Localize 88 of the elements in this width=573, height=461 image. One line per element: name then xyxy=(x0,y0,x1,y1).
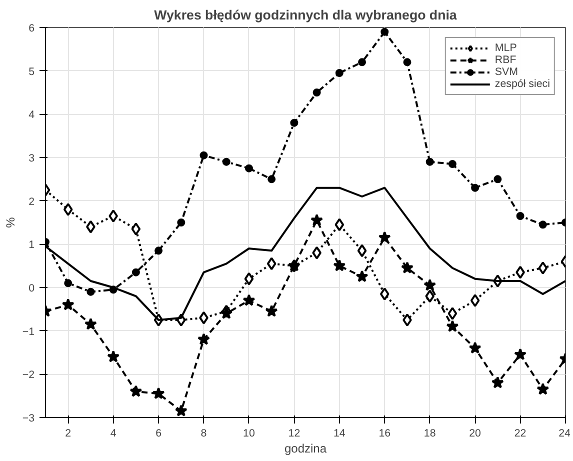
point xyxy=(516,212,524,220)
point xyxy=(63,203,73,216)
point xyxy=(358,58,366,66)
point xyxy=(244,164,253,172)
point xyxy=(220,307,233,319)
legend-label: SVM xyxy=(494,66,518,78)
point xyxy=(244,272,254,286)
point xyxy=(312,246,322,260)
point xyxy=(538,262,548,274)
point xyxy=(290,118,298,127)
point xyxy=(468,342,482,354)
point xyxy=(84,318,97,330)
point xyxy=(64,279,72,288)
point xyxy=(380,288,390,300)
point xyxy=(426,158,434,166)
point xyxy=(200,151,208,160)
x-tick-label: 2 xyxy=(65,428,72,440)
point xyxy=(152,387,165,400)
point xyxy=(470,294,480,307)
point xyxy=(516,266,525,279)
y-tick-label: 1 xyxy=(28,239,35,252)
legend-label: zespół sieci xyxy=(494,78,550,90)
y-tick-label: −1 xyxy=(22,326,35,338)
point xyxy=(334,218,344,232)
y-tick-label: 6 xyxy=(28,22,35,34)
point xyxy=(62,298,74,310)
point xyxy=(538,220,547,229)
point xyxy=(154,246,163,255)
x-tick-label: 20 xyxy=(469,428,482,440)
x-tick-label: 8 xyxy=(200,428,207,440)
point xyxy=(378,231,391,244)
chart-title: Wykres błędów godzinnych dla wybranego dnia xyxy=(154,8,458,22)
point xyxy=(310,214,324,226)
x-tick-label: 10 xyxy=(243,428,255,440)
point xyxy=(425,290,435,303)
point xyxy=(471,184,480,192)
x-tick-label: 14 xyxy=(333,428,346,440)
point xyxy=(401,262,414,274)
x-tick-label: 4 xyxy=(110,428,116,440)
point xyxy=(268,175,276,184)
point xyxy=(357,244,367,258)
point xyxy=(380,28,389,36)
point xyxy=(335,69,344,77)
y-axis-title: % xyxy=(3,216,18,228)
point xyxy=(403,58,412,66)
point xyxy=(536,382,550,395)
point xyxy=(86,288,95,296)
point xyxy=(132,268,140,276)
y-tick-label: 2 xyxy=(28,196,35,208)
point xyxy=(312,88,321,96)
y-tick-label: 5 xyxy=(28,66,35,78)
point xyxy=(222,158,230,166)
x-tick-label: 6 xyxy=(156,428,162,440)
y-tick-label: 3 xyxy=(28,152,35,164)
x-axis-title: godzina xyxy=(284,442,327,456)
point xyxy=(333,259,346,272)
point xyxy=(514,348,527,360)
point xyxy=(266,257,276,270)
point xyxy=(494,175,502,184)
point xyxy=(265,304,278,317)
point xyxy=(86,220,96,234)
legend-label: RBF xyxy=(494,54,516,66)
point xyxy=(199,311,208,324)
y-tick-label: 4 xyxy=(28,109,35,122)
y-tick-label: 0 xyxy=(28,282,35,294)
point xyxy=(174,404,188,416)
point xyxy=(107,350,120,362)
point xyxy=(242,294,256,306)
point xyxy=(448,160,456,168)
legend-label: MLP xyxy=(494,42,517,54)
x-tick-label: 12 xyxy=(288,428,300,440)
x-tick-label: 16 xyxy=(378,428,391,440)
x-tick-label: 24 xyxy=(558,428,571,440)
point xyxy=(446,320,459,332)
point xyxy=(108,210,118,222)
y-tick-label: −2 xyxy=(22,369,35,382)
point xyxy=(402,314,412,326)
point xyxy=(448,307,458,320)
point xyxy=(356,270,368,282)
x-tick-label: 22 xyxy=(514,428,526,440)
point xyxy=(131,222,141,236)
point xyxy=(491,376,504,388)
point xyxy=(177,218,186,226)
point xyxy=(424,278,436,291)
point xyxy=(130,385,142,397)
y-tick-label: −3 xyxy=(22,412,35,424)
point xyxy=(198,333,210,345)
x-tick-label: 18 xyxy=(424,428,436,440)
